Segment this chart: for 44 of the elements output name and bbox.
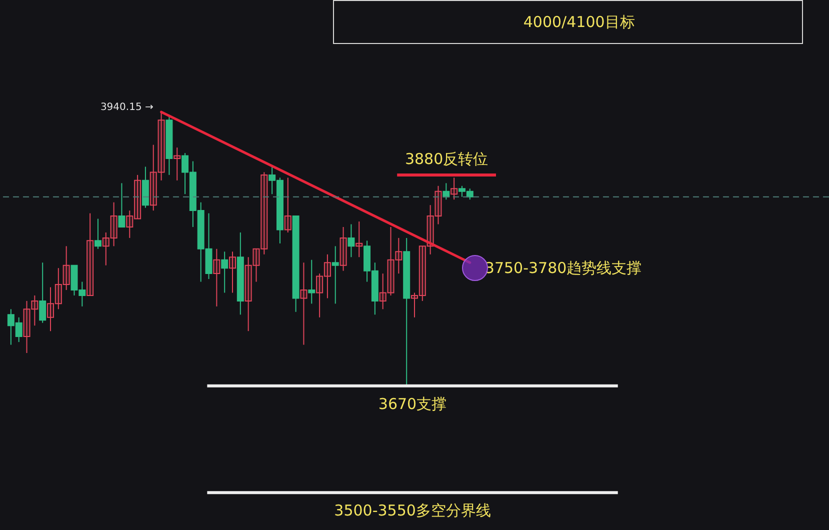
- candlestick: [31, 294, 38, 326]
- ref-line-label: 3500-3550多空分界线: [334, 502, 491, 520]
- candlestick: [23, 300, 30, 354]
- candlestick: [348, 224, 355, 258]
- candlestick: [340, 226, 347, 272]
- candlestick: [244, 256, 252, 332]
- candlestick: [126, 210, 134, 238]
- candlestick: [260, 172, 268, 255]
- candlestick: [62, 246, 70, 290]
- candlestick: [252, 248, 260, 282]
- candlestick: [39, 262, 46, 324]
- candlestick: [134, 174, 142, 220]
- candlestick: [434, 185, 442, 225]
- candlestick: [387, 226, 394, 296]
- candlestick: [426, 204, 434, 255]
- annotation: 3940.15 →: [100, 102, 154, 113]
- candlestick: [450, 177, 458, 200]
- candlestick: [308, 259, 316, 304]
- candlestick: [418, 246, 426, 302]
- candlestick: [174, 147, 181, 181]
- candlestick: [110, 202, 118, 247]
- candlestick: [102, 232, 110, 266]
- candlestick: [356, 221, 363, 258]
- ref-line-label: 3670支撑: [378, 394, 447, 413]
- candlestick: [54, 268, 62, 310]
- candlestick: [150, 144, 157, 212]
- candlestick: [395, 237, 402, 274]
- ref-line-label: 3880反转位: [404, 150, 488, 168]
- candlestick: [324, 254, 331, 299]
- text: 4000/4100目标: [523, 13, 635, 31]
- candlestick: [158, 111, 165, 181]
- candlestick: [94, 218, 102, 250]
- candlestick: [213, 248, 220, 307]
- candlestick: [284, 177, 292, 233]
- candlestick: [86, 212, 94, 296]
- candlestick: [221, 251, 228, 294]
- candlestick: [316, 273, 324, 318]
- candlestick: [300, 262, 308, 346]
- candlestick: [332, 246, 339, 304]
- candlestick: [118, 182, 126, 228]
- candlestick: [411, 292, 418, 318]
- candlestick: [47, 286, 54, 332]
- candlestick: [229, 251, 236, 294]
- candlestick: [379, 273, 386, 310]
